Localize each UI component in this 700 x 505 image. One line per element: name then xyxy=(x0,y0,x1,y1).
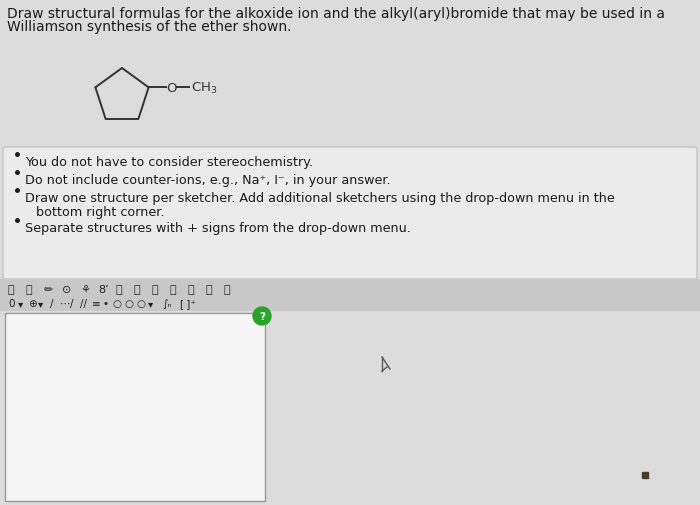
Text: 8’: 8’ xyxy=(98,284,108,294)
Text: ∫ₙ: ∫ₙ xyxy=(162,298,172,309)
Text: ▾: ▾ xyxy=(38,298,43,309)
Text: 0: 0 xyxy=(8,298,15,309)
Text: ○: ○ xyxy=(112,298,121,309)
Text: Separate structures with + signs from the drop-down menu.: Separate structures with + signs from th… xyxy=(25,222,411,234)
Text: //: // xyxy=(80,298,87,309)
Text: 🔍: 🔍 xyxy=(152,284,159,294)
Text: ⋯: ⋯ xyxy=(60,298,71,309)
Text: /: / xyxy=(70,298,74,309)
Text: ?: ? xyxy=(259,312,265,321)
Text: O: O xyxy=(167,82,177,94)
Text: bottom right corner.: bottom right corner. xyxy=(36,206,164,219)
Text: ✋: ✋ xyxy=(8,284,15,294)
Text: ▾: ▾ xyxy=(18,298,23,309)
Text: 🐌: 🐌 xyxy=(116,284,122,294)
Text: 💡: 💡 xyxy=(224,284,230,294)
Text: ⊕: ⊕ xyxy=(28,298,36,309)
Text: 🔍: 🔍 xyxy=(206,284,213,294)
Text: 🔍: 🔍 xyxy=(188,284,195,294)
Text: ⊙: ⊙ xyxy=(62,284,71,294)
Circle shape xyxy=(253,308,271,325)
Text: 🔒: 🔒 xyxy=(26,284,33,294)
Text: 🐌: 🐌 xyxy=(134,284,141,294)
Text: You do not have to consider stereochemistry.: You do not have to consider stereochemis… xyxy=(25,156,313,169)
Bar xyxy=(5,314,265,501)
Text: Do not include counter-ions, e.g., Na⁺, I⁻, in your answer.: Do not include counter-ions, e.g., Na⁺, … xyxy=(25,174,391,187)
Text: ▾: ▾ xyxy=(148,298,153,309)
Text: ⚘: ⚘ xyxy=(80,284,90,294)
Text: Draw one structure per sketcher. Add additional sketchers using the drop-down me: Draw one structure per sketcher. Add add… xyxy=(25,191,615,205)
Text: ≡: ≡ xyxy=(92,298,101,309)
Text: ✏: ✏ xyxy=(44,284,53,294)
Text: Draw structural formulas for the alkoxide ion and the alkyl(aryl)bromide that ma: Draw structural formulas for the alkoxid… xyxy=(7,7,665,21)
Text: 📋: 📋 xyxy=(170,284,176,294)
Text: ○: ○ xyxy=(136,298,145,309)
Text: ○: ○ xyxy=(124,298,133,309)
Text: CH$_3$: CH$_3$ xyxy=(190,81,217,96)
FancyBboxPatch shape xyxy=(3,147,697,279)
Text: Williamson synthesis of the ether shown.: Williamson synthesis of the ether shown. xyxy=(7,20,291,34)
Text: [ ]⁺: [ ]⁺ xyxy=(180,298,196,309)
Bar xyxy=(0,279,700,312)
Text: •: • xyxy=(102,298,108,309)
Text: /: / xyxy=(50,298,53,309)
